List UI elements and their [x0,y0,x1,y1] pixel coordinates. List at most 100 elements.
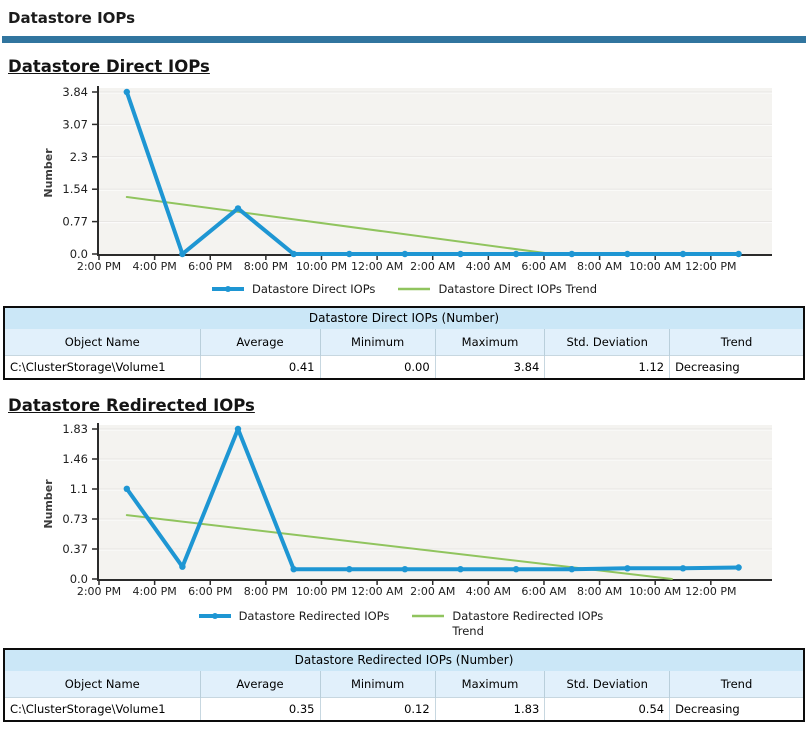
page-title: Datastore IOPs [8,9,136,27]
y-axis-tick-label: 1.1 [70,482,88,496]
report-page: Datastore IOPs Datastore Direct IOPs 0.0… [0,9,808,723]
y-axis-tick-label: 1.46 [62,452,88,466]
data-point-dot [679,565,687,572]
x-axis-tick-label: 4:00 PM [132,260,176,273]
table-header-cell: Std. Deviation [544,329,670,356]
section-direct-iops: Datastore Direct IOPs 0.0 0.77 1.54 2.3 3.07… [0,57,808,381]
table-cell: 0.12 [319,697,436,722]
legend-label: Datastore Redirected IOPs [238,609,390,624]
data-point-dot [512,250,520,258]
table-cell: 3.84 [434,355,545,380]
data-point-dot [290,250,297,258]
table-title: Datastore Direct IOPs (Number) [4,307,804,330]
table-cell: 0.41 [199,355,320,380]
data-point-dot [401,250,409,258]
table-cell: 0.54 [544,697,670,722]
y-axis-tick-label: 0.0 [70,247,88,261]
x-axis-tick-label: 6:00 PM [188,585,232,598]
legend-entry-trend: Datastore Direct IOPs Trend [397,282,597,296]
redirected-iops-legend: Datastore Redirected IOPs Datastore Redir… [0,609,808,638]
table-cell: C:\ClusterStorage\Volume1 [4,355,200,380]
x-axis-tick-label: 12:00 PM [685,585,736,598]
plot-area [99,425,772,580]
series-line [124,90,741,256]
y-axis-title: Number [42,148,55,198]
data-point-dot [346,250,353,258]
data-point-dot [290,566,297,573]
table-header-cell: Object Name [4,671,200,698]
plot-area [99,88,772,254]
legend-line-sample [398,287,431,291]
table-row: C:\ClusterStorage\Volume1 0.35 0.12 1.83 0.5… [4,697,804,722]
y-axis-tick-label: 3.07 [62,117,88,131]
data-point-dot [457,250,464,258]
redirected-iops-chart: 0.0 0.37 0.73 1.1 1.46 1.83 2:00 PM 4:00 PM 6:00… [42,422,772,598]
table-header-cell: Std. Deviation [544,671,670,698]
x-axis-tick-label: 4:00 AM [466,260,511,273]
table-cell: 1.12 [544,355,670,380]
x-axis-tick-label: 10:00 AM [629,585,681,598]
table-header-row: Object Name Average Minimum Maximum Std. Dev… [4,329,804,356]
legend-line-sample [412,615,445,618]
data-point-dot [123,485,130,493]
table-title-row: Datastore Redirected IOPs (Number) [4,649,804,672]
data-point-dot [512,566,520,573]
legend-line-sample [198,613,231,620]
table-header-row: Object Name Average Minimum Maximum Std. Dev… [4,671,804,698]
x-axis-tick-label: 2:00 PM [77,260,121,273]
x-axis-tick-label: 12:00 PM [685,260,736,273]
data-point-dot [624,250,631,258]
x-axis-tick-label: 2:00 PM [77,585,121,598]
redirected-iops-heading: Datastore Redirected IOPs [8,396,255,416]
table-cell: Decreasing [669,697,804,722]
table-title-row: Datastore Direct IOPs (Number) [4,307,804,330]
table-header-cell: Trend [669,671,804,698]
legend-entry-trend: Datastore Redirected IOPs Trend [411,609,610,638]
data-point-dot [568,566,575,573]
x-axis-tick-label: 10:00 AM [629,260,681,273]
x-axis-tick-label: 6:00 AM [521,260,566,273]
data-point-dot [457,566,464,573]
x-axis-tick-label: 12:00 AM [351,585,403,598]
table-title: Datastore Redirected IOPs (Number) [4,649,804,672]
x-axis-tick-label: 10:00 PM [296,260,347,273]
y-axis-tick-label: 0.77 [62,215,88,229]
direct-iops-heading: Datastore Direct IOPs [8,57,210,76]
y-axis-tick-label: 0.37 [62,542,88,556]
table-cell: C:\ClusterStorage\Volume1 [4,697,200,722]
trend-line [125,196,554,255]
data-point-dot [346,566,353,573]
section-divider [2,36,806,43]
y-axis-tick-label: 0.0 [70,572,88,586]
y-axis-tick-label: 1.83 [62,422,88,436]
series-line [124,427,741,572]
x-axis-tick-label: 2:00 AM [410,260,455,273]
table-cell: 1.83 [434,697,545,722]
x-axis-tick-label: 8:00 AM [577,260,622,273]
data-point-dot [624,565,631,572]
x-axis-tick-label: 8:00 PM [244,585,288,598]
direct-iops-legend: Datastore Direct IOPs Datastore Direct IO… [0,282,808,296]
table-header-cell: Average [199,329,320,356]
data-point-dot [735,564,742,572]
direct-iops-chart: 0.0 0.77 1.54 2.3 3.07 3.84 2:00 PM 4:00 PM 6:00… [42,85,772,273]
y-axis-tick-label: 1.54 [62,182,88,196]
data-point-dot [735,250,742,258]
table-cell: 0.00 [319,355,436,380]
x-axis-tick-label: 6:00 PM [188,260,232,273]
x-axis-tick-label: 6:00 AM [521,585,566,598]
direct-iops-table: Datastore Direct IOPs (Number) Object Nam… [3,306,805,381]
legend-label: Datastore Direct IOPs Trend [438,282,598,296]
data-point-dot [568,250,575,258]
legend-entry-series: Datastore Redirected IOPs [198,609,390,624]
x-axis-tick-label: 8:00 PM [244,260,288,273]
y-axis-tick-label: 2.3 [70,150,88,164]
redirected-iops-table: Datastore Redirected IOPs (Number) Object… [3,648,805,723]
data-point-dot [123,88,130,96]
x-axis-tick-label: 2:00 AM [410,585,455,598]
data-point-dot [679,250,687,258]
legend-line-sample [211,286,244,292]
data-point-dot [234,205,242,212]
table-row: C:\ClusterStorage\Volume1 0.41 0.00 3.84 1.1… [4,355,804,380]
data-point-dot [179,563,186,571]
